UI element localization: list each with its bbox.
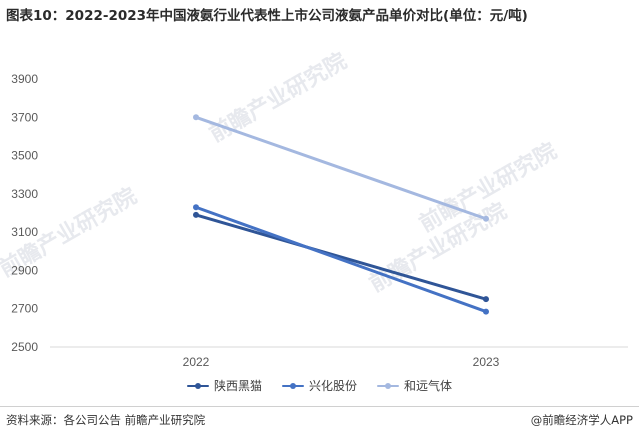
y-tick-label: 3500 bbox=[11, 149, 38, 163]
data-point bbox=[193, 211, 199, 218]
data-point bbox=[483, 215, 489, 222]
legend-item: 兴化股份 bbox=[281, 377, 357, 394]
footer-divider bbox=[0, 406, 639, 407]
x-tick-label: 2022 bbox=[183, 355, 210, 369]
y-tick-label: 3900 bbox=[11, 72, 38, 86]
x-axis-ticks: 2022 2023 bbox=[183, 355, 500, 369]
x-tick-label: 2023 bbox=[473, 355, 500, 369]
y-axis-ticks: 2500 2700 2900 3100 3300 3500 3700 3900 bbox=[11, 72, 38, 354]
brand-label: @前瞻经济学人APP bbox=[530, 413, 633, 427]
data-point bbox=[483, 296, 489, 303]
data-point bbox=[193, 204, 199, 211]
series-line-2 bbox=[194, 115, 488, 221]
y-tick-label: 2700 bbox=[11, 302, 38, 316]
legend-item: 和远气体 bbox=[377, 377, 452, 394]
y-tick-label: 3100 bbox=[11, 225, 38, 239]
legend-label: 兴化股份 bbox=[308, 379, 357, 393]
legend-swatch bbox=[377, 381, 399, 391]
y-tick-label: 3700 bbox=[11, 110, 38, 124]
legend: 陕西黑猫 兴化股份 和远气体 bbox=[0, 377, 639, 394]
legend-label: 陕西黑猫 bbox=[213, 379, 262, 393]
legend-swatch bbox=[186, 381, 209, 391]
data-point bbox=[483, 308, 489, 315]
series-line-0 bbox=[194, 213, 488, 301]
data-point bbox=[193, 114, 199, 121]
y-tick-label: 3300 bbox=[11, 187, 38, 201]
source-note: 资料来源：各公司公告 前瞻产业研究院 bbox=[6, 413, 206, 427]
series-lines bbox=[193, 114, 489, 315]
legend-label: 和远气体 bbox=[404, 379, 453, 393]
chart-title: 图表10：2022-2023年中国液氨行业代表性上市公司液氨产品单价对比(单位：… bbox=[6, 8, 528, 24]
y-tick-label: 2500 bbox=[11, 340, 38, 354]
legend-swatch bbox=[281, 381, 304, 391]
y-tick-label: 2900 bbox=[11, 263, 38, 277]
series-line-1 bbox=[194, 205, 488, 314]
legend-item: 陕西黑猫 bbox=[186, 377, 262, 394]
